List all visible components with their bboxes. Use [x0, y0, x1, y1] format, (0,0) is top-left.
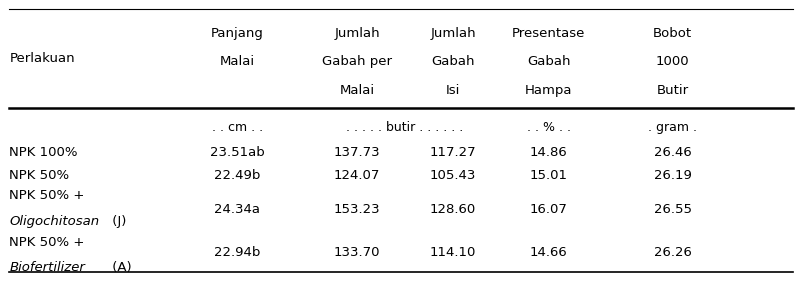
Text: 114.10: 114.10: [430, 246, 476, 259]
Text: 15.01: 15.01: [530, 169, 568, 182]
Text: . . cm . .: . . cm . .: [212, 121, 263, 134]
Text: Biofertilizer: Biofertilizer: [10, 261, 85, 274]
Text: NPK 50% +: NPK 50% +: [10, 189, 85, 202]
Text: Hampa: Hampa: [525, 84, 573, 97]
Text: Jumlah: Jumlah: [430, 27, 476, 40]
Text: 1000: 1000: [656, 55, 690, 68]
Text: Gabah per: Gabah per: [322, 55, 392, 68]
Text: . . % . .: . . % . .: [527, 121, 571, 134]
Text: 26.19: 26.19: [654, 169, 691, 182]
Text: Oligochitosan: Oligochitosan: [10, 215, 99, 228]
Text: 26.46: 26.46: [654, 146, 691, 158]
Text: NPK 50% +: NPK 50% +: [10, 236, 85, 249]
Text: Malai: Malai: [220, 55, 255, 68]
Text: Perlakuan: Perlakuan: [10, 52, 75, 65]
Text: NPK 50%: NPK 50%: [10, 169, 70, 182]
Text: Butir: Butir: [657, 84, 689, 97]
Text: 128.60: 128.60: [430, 203, 476, 217]
Text: Bobot: Bobot: [653, 27, 692, 40]
Text: 22.94b: 22.94b: [214, 246, 261, 259]
Text: Gabah: Gabah: [431, 55, 475, 68]
Text: . . . . . butir . . . . . .: . . . . . butir . . . . . .: [346, 121, 464, 134]
Text: 124.07: 124.07: [334, 169, 380, 182]
Text: (A): (A): [108, 261, 132, 274]
Text: 26.55: 26.55: [654, 203, 692, 217]
Text: 14.66: 14.66: [530, 246, 568, 259]
Text: 26.26: 26.26: [654, 246, 691, 259]
Text: 23.51ab: 23.51ab: [210, 146, 265, 158]
Text: 137.73: 137.73: [334, 146, 380, 158]
Text: 117.27: 117.27: [430, 146, 476, 158]
Text: 105.43: 105.43: [430, 169, 476, 182]
Text: 133.70: 133.70: [334, 246, 380, 259]
Text: Gabah: Gabah: [527, 55, 570, 68]
Text: 14.86: 14.86: [530, 146, 568, 158]
Text: 153.23: 153.23: [334, 203, 380, 217]
Text: Isi: Isi: [446, 84, 460, 97]
Text: (J): (J): [108, 215, 127, 228]
Text: 16.07: 16.07: [530, 203, 568, 217]
Text: Panjang: Panjang: [211, 27, 264, 40]
Text: Jumlah: Jumlah: [334, 27, 380, 40]
Text: NPK 100%: NPK 100%: [10, 146, 78, 158]
Text: Malai: Malai: [339, 84, 375, 97]
Text: 24.34a: 24.34a: [214, 203, 260, 217]
Text: 22.49b: 22.49b: [214, 169, 261, 182]
Text: . gram .: . gram .: [648, 121, 697, 134]
Text: Presentase: Presentase: [512, 27, 585, 40]
